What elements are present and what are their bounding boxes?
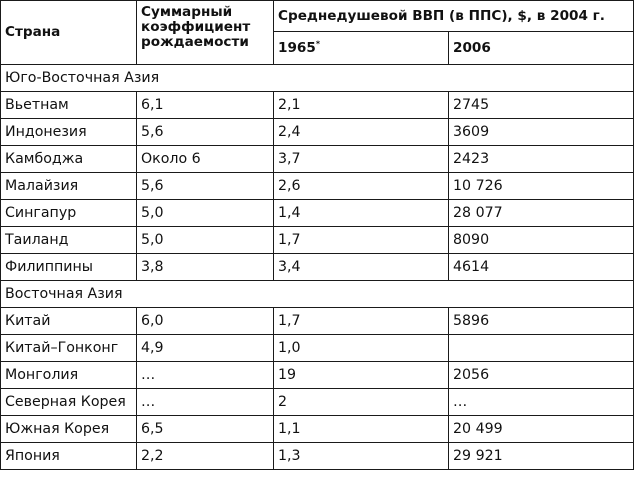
cell-country: Южная Корея [0, 415, 137, 443]
cell-fertility: … [136, 388, 274, 416]
footnote-mark: * [315, 38, 321, 48]
table-row: Вьетнам 6,1 2,1 2745 [0, 91, 634, 119]
cell-gdp-2006: 3609 [448, 118, 634, 146]
cell-fertility: 6,1 [136, 91, 274, 119]
header-fertility: Суммарный коэффициент рождаемости [136, 0, 274, 65]
cell-country: Филиппины [0, 253, 137, 281]
region-label: Юго-Восточная Азия [0, 64, 634, 92]
cell-gdp-2006: 29 921 [448, 442, 634, 470]
cell-gdp-2006: 5896 [448, 307, 634, 335]
cell-gdp-1965: 1,1 [273, 415, 449, 443]
table-row: Индонезия 5,6 2,4 3609 [0, 118, 634, 146]
cell-gdp-2006: 10 726 [448, 172, 634, 200]
cell-fertility: 5,0 [136, 226, 274, 254]
header-row: Страна Суммарный коэффициент рождаемости… [0, 0, 634, 65]
cell-fertility: … [136, 361, 274, 389]
table-body: Юго-Восточная Азия Вьетнам 6,1 2,1 2745 Индон… [0, 64, 634, 470]
region-label: Восточная Азия [0, 280, 634, 308]
table-row: Япония 2,2 1,3 29 921 [0, 442, 634, 470]
region-row: Юго-Восточная Азия [0, 64, 634, 92]
cell-country: Сингапур [0, 199, 137, 227]
cell-country: Вьетнам [0, 91, 137, 119]
region-row: Восточная Азия [0, 280, 634, 308]
cell-country: Индонезия [0, 118, 137, 146]
cell-gdp-2006: 20 499 [448, 415, 634, 443]
cell-fertility: 5,6 [136, 172, 274, 200]
table-row: Малайзия 5,6 2,6 10 726 [0, 172, 634, 200]
cell-gdp-2006: 2745 [448, 91, 634, 119]
cell-gdp-1965: 2 [273, 388, 449, 416]
cell-gdp-1965: 1,7 [273, 307, 449, 335]
header-country: Страна [0, 0, 137, 65]
cell-gdp-1965: 19 [273, 361, 449, 389]
cell-fertility: 3,8 [136, 253, 274, 281]
cell-fertility: 6,5 [136, 415, 274, 443]
cell-fertility: 6,0 [136, 307, 274, 335]
cell-gdp-1965: 2,4 [273, 118, 449, 146]
cell-gdp-1965: 1,7 [273, 226, 449, 254]
cell-fertility: 2,2 [136, 442, 274, 470]
table-row: Монголия… 19 2056 [0, 361, 634, 389]
cell-gdp-1965: 2,6 [273, 172, 449, 200]
cell-gdp-2006: 2056 [448, 361, 634, 389]
cell-gdp-2006: 8090 [448, 226, 634, 254]
cell-gdp-1965: 1,3 [273, 442, 449, 470]
header-year-2006: 2006 [448, 31, 634, 65]
cell-gdp-2006: 4614 [448, 253, 634, 281]
table-row: Южная Корея 6,5 1,1 20 499 [0, 415, 634, 443]
cell-fertility: 5,0 [136, 199, 274, 227]
header-year-1965: 1965* [273, 31, 449, 65]
cell-country: Япония [0, 442, 137, 470]
cell-country: Малайзия [0, 172, 137, 200]
table-row: Филиппины 3,8 3,4 4614 [0, 253, 634, 281]
cell-gdp-2006 [448, 334, 634, 362]
cell-country: Китай–Гонконг [0, 334, 137, 362]
cell-gdp-2006: 28 077 [448, 199, 634, 227]
cell-gdp-2006: 2423 [448, 145, 634, 173]
cell-country: Монголия [0, 361, 137, 389]
cell-country: Камбоджа [0, 145, 137, 173]
cell-fertility: 4,9 [136, 334, 274, 362]
cell-fertility: Около 6 [136, 145, 274, 173]
cell-fertility: 5,6 [136, 118, 274, 146]
cell-country: Таиланд [0, 226, 137, 254]
table-row: Китай–Гонконг 4,9 1,0 [0, 334, 634, 362]
table-row: Камбоджа Около 6 3,7 2423 [0, 145, 634, 173]
cell-gdp-1965: 3,7 [273, 145, 449, 173]
table-row: Таиланд 5,0 1,7 8090 [0, 226, 634, 254]
cell-gdp-1965: 2,1 [273, 91, 449, 119]
cell-gdp-1965: 1,0 [273, 334, 449, 362]
cell-gdp-1965: 3,4 [273, 253, 449, 281]
header-gdp: Среднедушевой ВВП (в ППС), $, в 2004 г. [273, 0, 634, 32]
cell-country: Северная Корея [0, 388, 137, 416]
cell-country: Китай [0, 307, 137, 335]
header-subrow: 1965* 2006 [1, 31, 634, 65]
cell-gdp-1965: 1,4 [273, 199, 449, 227]
table-header: Страна Суммарный коэффициент рождаемости… [0, 0, 634, 65]
table-row: Северная Корея… 2… [0, 388, 634, 416]
table-row: Китай 6,0 1,7 5896 [0, 307, 634, 335]
data-table: Страна Суммарный коэффициент рождаемости… [0, 0, 634, 470]
header-year-1965-label: 1965 [278, 39, 316, 56]
cell-gdp-2006: … [448, 388, 634, 416]
table-row: Сингапур 5,0 1,4 28 077 [0, 199, 634, 227]
